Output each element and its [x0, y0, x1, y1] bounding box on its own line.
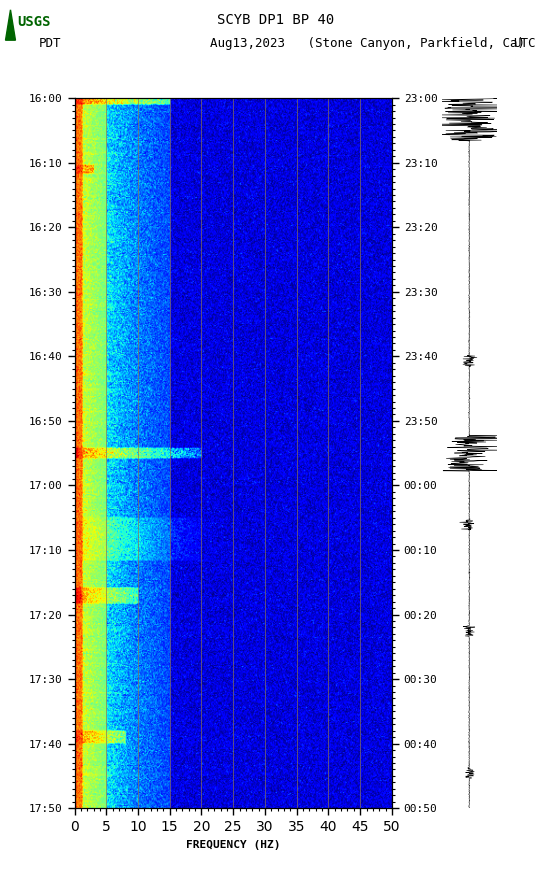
X-axis label: FREQUENCY (HZ): FREQUENCY (HZ) — [186, 839, 280, 849]
Text: Aug13,2023   (Stone Canyon, Parkfield, Ca): Aug13,2023 (Stone Canyon, Parkfield, Ca) — [210, 37, 525, 50]
Text: UTC: UTC — [513, 37, 536, 50]
Text: PDT: PDT — [39, 37, 61, 50]
Text: SCYB DP1 BP 40: SCYB DP1 BP 40 — [217, 13, 335, 27]
Polygon shape — [6, 10, 15, 40]
Text: USGS: USGS — [18, 15, 51, 29]
